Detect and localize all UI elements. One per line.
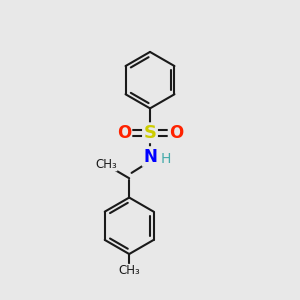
Text: CH₃: CH₃	[95, 158, 117, 171]
Text: H: H	[160, 152, 171, 166]
Text: O: O	[117, 124, 131, 142]
Text: N: N	[143, 148, 157, 166]
Text: O: O	[169, 124, 183, 142]
Text: S: S	[143, 124, 157, 142]
Text: CH₃: CH₃	[118, 265, 140, 278]
